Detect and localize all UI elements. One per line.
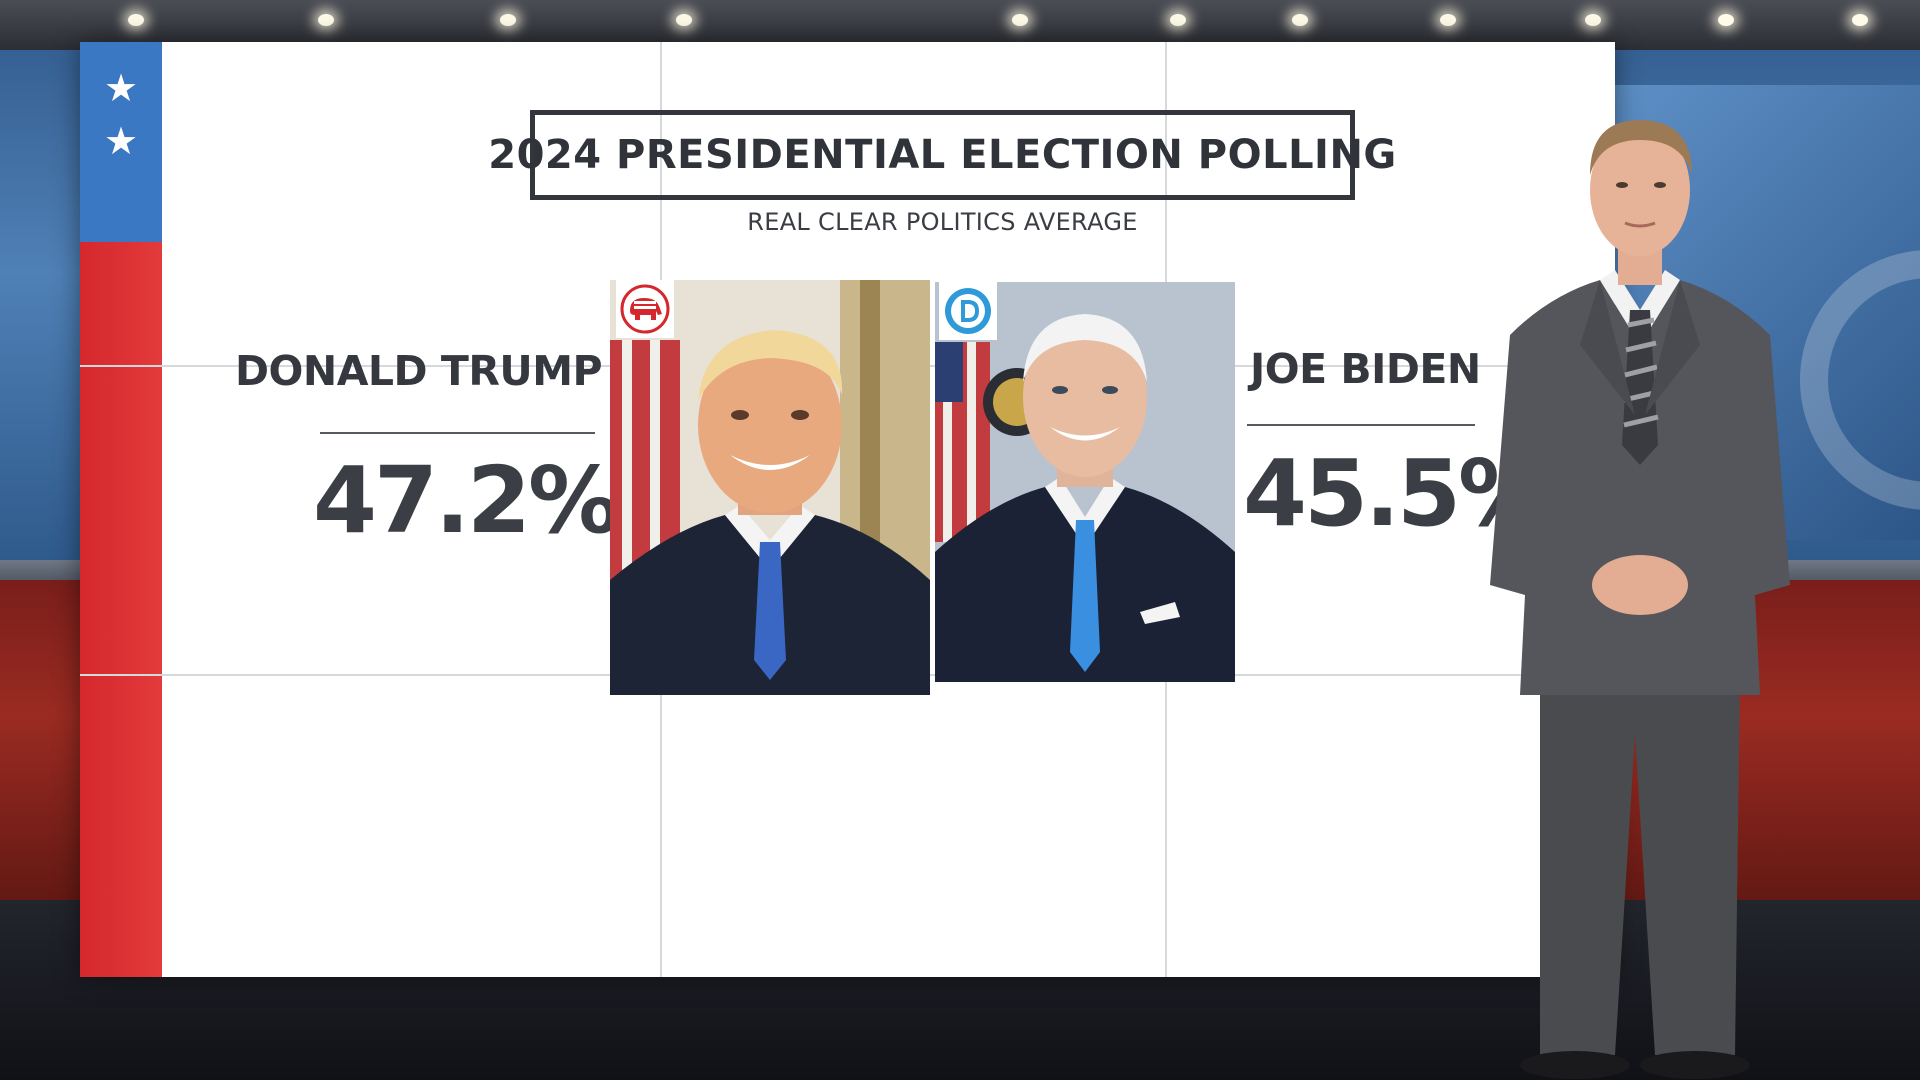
candidate-name-biden: JOE BIDEN [1250,345,1481,393]
studio-ceiling [0,0,1920,50]
ceiling-light [1292,14,1308,26]
ceiling-light [500,14,516,26]
candidate-name-trump: DONALD TRUMP [235,347,603,395]
candidate-portrait-biden [935,282,1235,682]
ceiling-light [128,14,144,26]
candidate-portrait-trump [610,280,930,695]
flag-red-stripe [80,242,162,977]
ceiling-light [676,14,692,26]
graphic-subtitle: REAL CLEAR POLITICS AVERAGE [747,208,1138,236]
star-icon: ★ [103,119,139,163]
graphic-title: 2024 PRESIDENTIAL ELECTION POLLING [488,132,1397,178]
graphic-title-box: 2024 PRESIDENTIAL ELECTION POLLING [488,110,1396,200]
candidate-divider-biden [1247,424,1475,426]
ceiling-light [1012,14,1028,26]
video-wall-graphic: ★ ★ 2024 PRESIDENTIAL ELECTION POLLING R… [80,42,1615,977]
star-icon: ★ [103,66,139,110]
ceiling-light [1718,14,1734,26]
ceiling-light [1585,14,1601,26]
ceiling-light [1852,14,1868,26]
democratic-d-icon [939,282,997,340]
news-presenter [1470,115,1810,1080]
candidate-divider-trump [320,432,595,434]
ceiling-light [318,14,334,26]
ceiling-light [1170,14,1186,26]
candidate-percent-trump: 47.2% [313,447,620,554]
republican-elephant-icon [616,280,674,338]
ceiling-light [1440,14,1456,26]
flag-blue-field: ★ ★ [80,42,162,242]
